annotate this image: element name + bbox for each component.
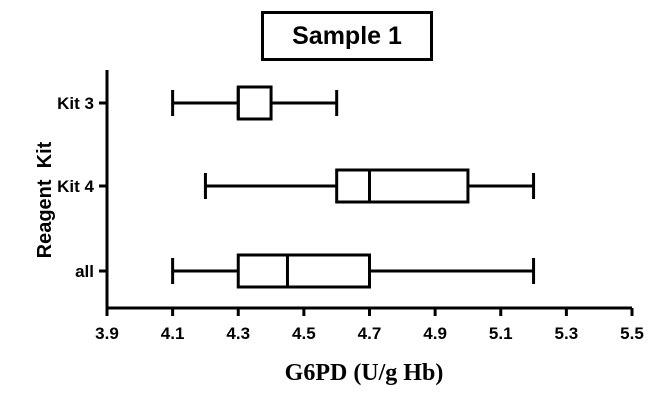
y-tick-label-0: Kit 3 — [57, 94, 94, 113]
box-kit-3 — [236, 85, 273, 121]
x-tick-label-4: 4.7 — [358, 324, 382, 343]
y-axis-label: Reagent Kit — [34, 141, 56, 259]
x-tick-label-1: 4.1 — [161, 324, 185, 343]
x-tick-label-5: 4.9 — [423, 324, 447, 343]
x-tick-label-7: 5.3 — [555, 324, 579, 343]
x-tick-label-2: 4.3 — [226, 324, 250, 343]
box-kit-4 — [335, 168, 470, 204]
x-axis-label: G6PD (U/g Hb) — [284, 360, 444, 386]
x-tick-label-3: 4.5 — [292, 324, 316, 343]
x-tick-label-0: 3.9 — [95, 324, 119, 343]
x-tick-label-8: 5.5 — [620, 324, 644, 343]
y-tick-label-2: all — [75, 262, 94, 281]
chart-title: Sample 1 — [261, 11, 433, 61]
box-all — [236, 253, 371, 289]
y-tick-label-1: Kit 4 — [57, 177, 94, 196]
x-tick-label-6: 5.1 — [489, 324, 513, 343]
